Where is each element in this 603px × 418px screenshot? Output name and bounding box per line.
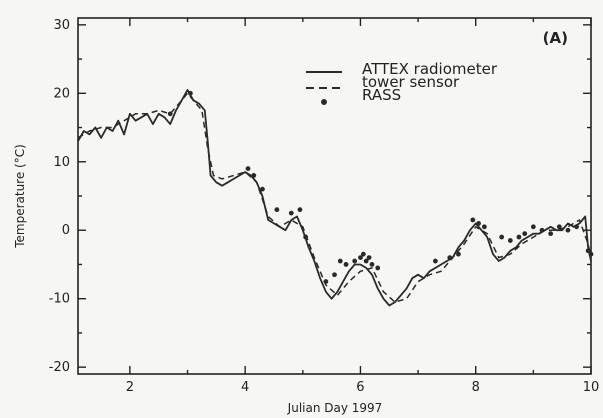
rass-point	[323, 279, 329, 284]
x-tick-label: 6	[356, 380, 364, 395]
rass-point	[470, 217, 476, 223]
legend: ATTEX radiometer tower sensor RASS	[306, 60, 498, 105]
rass-point	[245, 166, 251, 172]
rass-point	[507, 238, 513, 243]
rass-points	[167, 90, 594, 284]
axis-ticks: 2 4 6 8 10 -20 -10 0 10 20 30	[49, 18, 600, 395]
rass-point	[447, 255, 453, 261]
rass-point	[366, 255, 372, 261]
rass-point	[556, 224, 562, 230]
series-line-attex-radiometer	[77, 89, 592, 307]
x-tick-label: 4	[241, 380, 249, 395]
rass-point	[375, 265, 381, 271]
rass-point	[297, 207, 303, 213]
y-axis-title: Temperature (°C)	[13, 144, 27, 249]
rass-point	[274, 207, 280, 213]
y-tick-label: 10	[53, 155, 70, 170]
x-axis-title: Julian Day 1997	[287, 401, 383, 415]
rass-point	[369, 262, 375, 267]
rass-point	[358, 255, 363, 261]
rass-point	[360, 251, 366, 257]
rass-point	[522, 231, 528, 237]
x-tick-label: 10	[583, 380, 600, 395]
legend-label-rass: RASS	[362, 86, 401, 104]
rass-point	[363, 258, 369, 264]
rass-point	[539, 227, 545, 233]
rass-point	[476, 220, 482, 226]
rass-point	[288, 210, 294, 216]
rass-point	[187, 90, 193, 96]
rass-point	[432, 258, 438, 264]
rass-point	[548, 231, 554, 237]
rass-point	[585, 248, 591, 254]
rass-point	[456, 251, 461, 257]
rass-point	[352, 258, 358, 264]
legend-swatch-dot	[321, 99, 327, 105]
rass-point	[588, 251, 594, 257]
rass-point	[343, 262, 349, 267]
panel-label: (A)	[543, 29, 568, 47]
rass-point	[251, 173, 257, 178]
legend-label-tower: tower sensor	[362, 73, 460, 91]
x-tick-label: 2	[126, 380, 134, 395]
rass-point	[499, 234, 505, 240]
y-tick-label: -10	[49, 292, 70, 307]
y-tick-label: 30	[53, 18, 70, 33]
rass-point	[167, 111, 173, 117]
rass-point	[530, 224, 536, 230]
series-line-tower-sensor	[77, 92, 592, 303]
rass-point	[565, 227, 571, 233]
y-tick-label: -20	[49, 360, 70, 375]
rass-point	[516, 234, 522, 240]
rass-point	[337, 258, 343, 264]
rass-point	[574, 224, 579, 230]
series-layer	[77, 89, 592, 307]
y-tick-label: 20	[53, 86, 70, 101]
rass-point	[332, 272, 337, 278]
rass-point	[481, 224, 487, 230]
rass-point	[303, 234, 309, 240]
legend-label-attex: ATTEX radiometer	[362, 60, 498, 78]
rass-point	[260, 186, 265, 192]
x-tick-label: 8	[472, 380, 480, 395]
y-tick-label: 0	[62, 223, 70, 238]
